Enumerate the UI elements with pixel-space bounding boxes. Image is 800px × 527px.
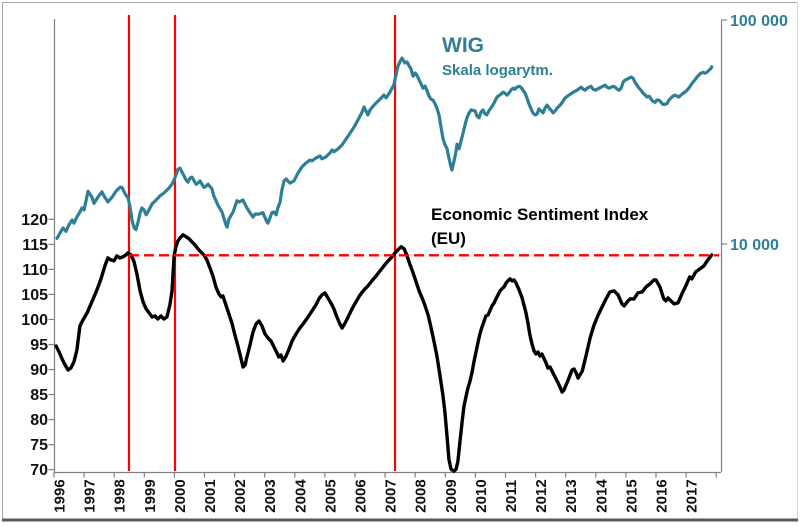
annotations: WIG Skala logarytm. Economic Sentiment I… [431,34,649,248]
x-axis-year-label: 2007 [383,479,400,512]
right-axis-tick-labels: 100 000 10 000 [730,13,788,254]
x-axis-year-label: 2011 [503,480,520,513]
left-axis-tick-label: 85 [30,387,48,404]
esi-title-eu: (EU) [431,229,466,248]
x-axis-year-label: 1998 [112,479,129,512]
x-axis-year-label: 2016 [654,479,671,512]
left-axis-tick-label: 100 [21,312,48,329]
left-axis-tick-label: 120 [21,212,48,229]
right-axis-tick-label: 100 000 [730,13,788,30]
left-axis-tick-label: 80 [30,412,48,429]
x-axis-year-label: 2003 [262,479,279,512]
x-axis-year-label: 2008 [413,479,430,512]
x-axis-year-label: 2000 [172,479,189,512]
x-axis-year-label: 2004 [292,479,309,513]
right-axis-tick-label: 10 000 [730,237,779,254]
left-axis-tick-label: 70 [30,462,48,479]
crisis-event-lines [127,15,397,471]
left-axis-tick-label: 95 [30,337,48,354]
series-lines [54,56,714,473]
x-axis-year-label: 2010 [473,479,490,512]
x-axis-year-label: 2014 [593,479,610,513]
x-axis-year-label: 2013 [563,479,580,512]
left-axis-tick-labels: 120 115 110 105 100 95 90 85 80 75 70 [21,212,48,479]
esi-series-line [54,233,714,473]
left-axis-tick-label: 105 [21,287,48,304]
left-axis-tick-label: 110 [22,262,48,279]
esi-title: Economic Sentiment Index [431,205,649,224]
left-axis-tick-label: 90 [30,362,48,379]
x-axis-year-label: 2009 [443,479,460,512]
x-axis-year-label: 2001 [202,479,219,512]
left-axis-tick-label: 75 [30,437,48,454]
x-axis-year-label: 1999 [142,479,159,512]
left-axis-tick-label: 115 [22,237,48,254]
wig-subtitle: Skala logarytm. [442,62,553,79]
wig-title: WIG [442,34,484,57]
x-axis-year-label: 2012 [533,479,550,512]
x-axis-year-label: 2017 [684,479,701,512]
x-axis-year-label: 2015 [623,479,640,512]
x-axis-year-label: 2002 [232,479,249,512]
x-axis-year-label: 1997 [82,479,99,512]
x-axis-year-label: 2006 [353,479,370,512]
axes [48,19,727,478]
wig-series-line [55,56,714,240]
x-axis-year-labels: 1996 1997 1998 1999 2000 2001 2002 2003 2004 2005… [52,479,701,513]
x-axis-year-label: 1996 [52,479,69,512]
x-axis-year-label: 2005 [322,479,339,512]
